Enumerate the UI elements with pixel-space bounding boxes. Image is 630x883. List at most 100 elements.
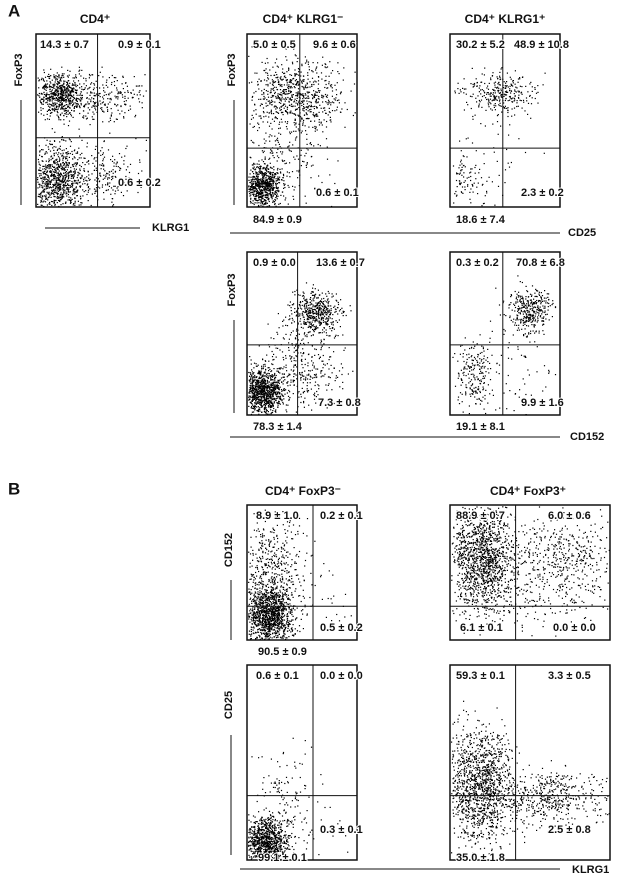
event-dot [272,200,274,202]
event-dot [323,327,325,329]
event-dot [125,169,127,171]
event-dot [71,175,74,177]
event-dot [276,198,278,200]
event-dot [66,180,68,182]
event-dot [135,85,137,87]
event-dot [512,82,514,84]
event-dot [305,118,307,120]
event-dot [53,146,55,148]
event-dot [260,196,262,198]
event-dot [488,100,490,102]
event-dot [514,90,516,92]
event-dot [127,97,129,99]
event-dot [274,81,276,83]
event-dot [127,90,129,92]
event-dot [521,93,523,95]
event-dot [48,73,50,75]
event-dot [67,90,70,92]
event-dot [295,130,297,132]
event-dot [305,112,307,114]
event-dot [471,168,473,170]
event-dot [57,82,59,84]
event-dot [258,98,260,100]
event-dot [74,172,76,174]
event-dot [474,166,476,169]
event-dot [513,107,516,109]
event-dot [53,94,55,96]
event-dot [470,168,472,170]
event-dot [119,181,121,184]
event-dot [52,147,54,149]
event-dot [39,151,41,153]
event-dot [286,411,288,413]
event-dot [301,295,304,297]
event-dot [63,73,65,75]
event-dot [67,83,69,85]
event-dot [329,312,332,314]
event-dot [272,201,274,203]
event-dot [48,180,50,182]
event-dot [503,102,505,104]
event-dot [272,383,274,385]
event-dot [251,188,253,190]
event-dot [500,88,502,90]
event-dot [46,92,48,94]
event-dot [305,202,307,204]
event-dot [87,186,90,188]
event-dot [329,111,331,114]
event-dot [64,179,66,181]
event-dot [461,191,463,194]
event-dot [283,388,286,390]
event-dot [275,97,277,99]
event-dot [273,86,275,88]
event-dot [256,388,258,390]
event-dot [264,186,266,188]
event-dot [102,101,104,103]
event-dot [60,192,62,194]
event-dot [530,117,532,119]
event-dot [50,82,52,84]
event-dot [72,87,75,89]
event-dot [42,187,44,189]
event-dot [283,107,285,109]
event-dot [72,194,74,196]
event-dot [45,160,47,162]
event-dot [307,72,309,74]
event-dot [318,121,320,123]
event-dot [302,124,304,126]
event-dot [481,89,483,91]
event-dot [67,151,69,153]
event-dot [288,67,290,69]
event-dot [56,76,58,78]
event-dot [252,202,254,204]
event-dot [492,88,494,91]
event-dot [48,164,50,166]
event-dot [518,91,520,93]
event-dot [317,307,319,309]
event-dot [72,192,74,194]
event-dot [62,176,64,178]
event-dot [65,158,67,160]
event-dot [63,149,65,151]
event-dot [261,402,263,404]
event-dot [68,100,70,102]
event-dot [257,191,259,193]
event-dot [59,145,61,147]
event-dot [473,182,475,184]
event-dot [275,393,277,396]
event-dot [52,98,54,100]
event-dot [108,121,110,123]
event-dot [276,193,278,195]
event-dot [303,107,305,109]
event-dot [279,93,281,95]
event-dot [277,79,279,81]
event-dot [294,337,297,339]
event-dot [99,173,101,175]
event-dot [251,389,253,392]
event-dot [282,191,284,193]
event-dot [463,176,465,178]
event-dot [284,393,286,395]
event-dot [265,392,267,394]
event-dot [314,125,316,128]
event-dot [503,93,505,95]
